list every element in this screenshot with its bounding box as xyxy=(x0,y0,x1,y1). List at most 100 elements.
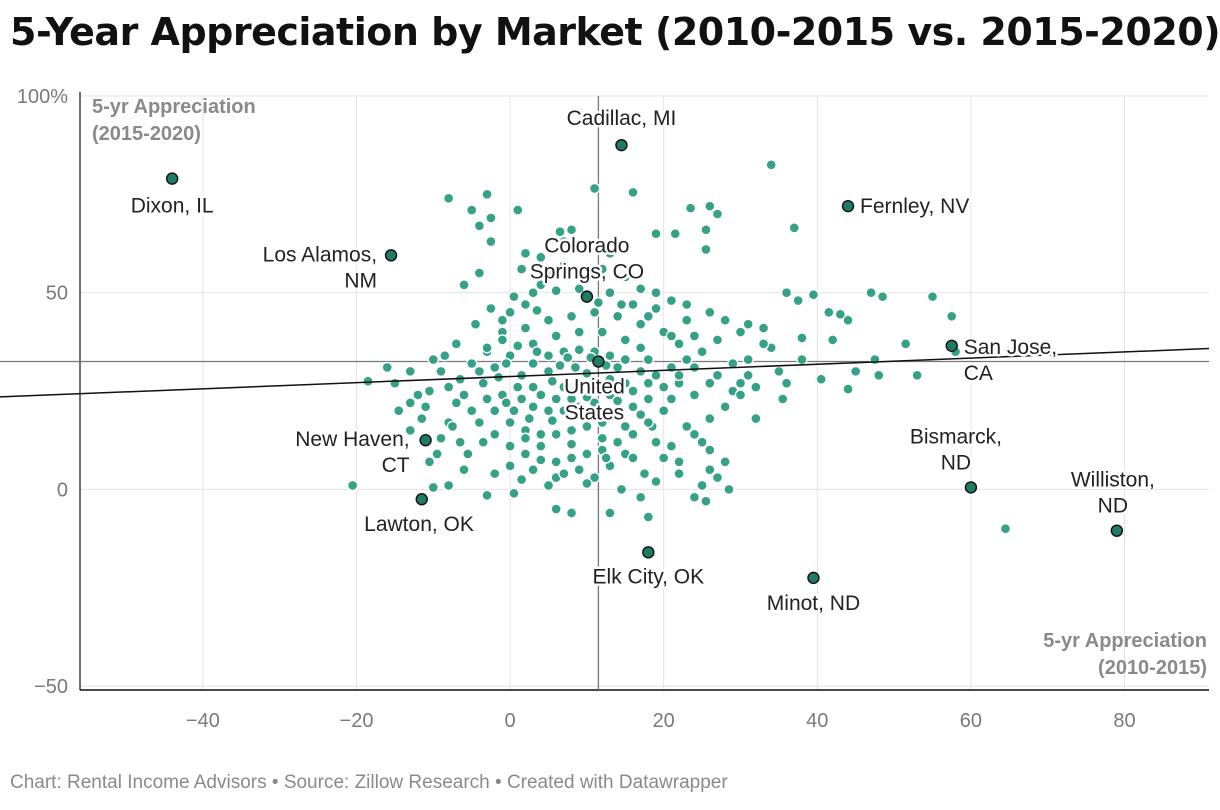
chart-title: 5-Year Appreciation by Market (2010-2015… xyxy=(10,10,1220,54)
scatter-point xyxy=(442,381,455,393)
scatter-point xyxy=(554,359,566,372)
scatter-point xyxy=(527,381,539,393)
scatter-point xyxy=(527,286,539,299)
scatter-point xyxy=(627,452,639,464)
scatter-point xyxy=(581,448,593,460)
scatter-point xyxy=(485,235,497,248)
point-label: Cadillac, MI xyxy=(567,107,677,130)
scatter-point xyxy=(611,408,624,421)
scatter-point xyxy=(684,202,697,214)
axis-notes: 5-yr Appreciation (2015-2020) 5-yr Appreci… xyxy=(92,96,1207,679)
scatter-point xyxy=(911,369,923,381)
scatter-point xyxy=(658,381,670,393)
scatter-point xyxy=(519,322,532,334)
scatter-point xyxy=(542,314,555,326)
scatter-point xyxy=(734,389,747,401)
scatter-point xyxy=(619,334,631,346)
highlighted-point xyxy=(165,172,179,185)
scatter-point xyxy=(604,349,616,362)
scatter-point xyxy=(573,267,585,279)
scatter-point xyxy=(619,420,631,433)
scatter-point xyxy=(850,365,862,378)
scatter-point xyxy=(704,306,716,319)
scatter-point xyxy=(481,342,493,354)
scatter-point xyxy=(527,401,539,413)
scatter-point xyxy=(581,420,593,433)
scatter-point xyxy=(834,308,847,321)
scatter-point xyxy=(489,361,501,374)
scatter-point xyxy=(865,286,877,299)
y-tick-label: −50 xyxy=(34,676,68,698)
scatter-point xyxy=(465,405,478,417)
scatter-point xyxy=(711,369,724,381)
scatter-point xyxy=(558,381,570,393)
trend-line-group xyxy=(0,347,1210,398)
scatter-point xyxy=(765,159,777,171)
point-label: ND xyxy=(1098,495,1128,518)
scatter-point xyxy=(588,397,601,409)
scatter-point xyxy=(550,503,562,515)
scatter-point xyxy=(477,377,489,389)
scatter-point xyxy=(688,428,701,441)
scatter-point xyxy=(807,288,820,301)
point-label: Fernley, NV xyxy=(860,195,969,218)
scatter-point xyxy=(535,428,547,441)
scatter-point xyxy=(634,318,647,330)
scatter-point xyxy=(634,283,647,295)
scatter-point xyxy=(777,393,789,405)
scatter-point xyxy=(454,436,466,448)
scatter-point xyxy=(681,353,693,366)
scatter-point xyxy=(542,267,555,279)
scatter-point xyxy=(681,298,693,311)
scatter-point xyxy=(688,361,701,374)
point-label: Williston, xyxy=(1071,469,1155,492)
point-label: Minot, ND xyxy=(767,592,860,615)
scatter-point xyxy=(561,351,574,364)
scatter-point xyxy=(615,298,628,311)
scatter-point xyxy=(642,377,655,389)
point-label: Elk City, OK xyxy=(593,565,705,588)
scatter-point xyxy=(596,326,608,338)
scatter-point xyxy=(473,365,486,378)
scatter-point xyxy=(899,338,912,350)
scatter-point xyxy=(535,440,547,452)
scatter-point xyxy=(650,475,662,488)
scatter-point xyxy=(642,353,655,366)
scatter-point xyxy=(588,381,601,393)
scatter-point xyxy=(873,369,885,381)
scatter-point xyxy=(604,373,616,385)
scatter-point xyxy=(634,491,647,503)
scatter-point xyxy=(681,314,693,326)
scatter-point xyxy=(696,479,708,492)
point-label: CA xyxy=(964,362,993,385)
scatter-point xyxy=(542,365,555,378)
scatter-point xyxy=(611,395,624,407)
scatter-point xyxy=(389,377,401,389)
scatter-point xyxy=(581,391,593,403)
scatter-point xyxy=(650,436,662,448)
point-label: New Haven, xyxy=(295,428,409,451)
point-label: Springs, CO xyxy=(530,261,644,284)
scatter-point xyxy=(565,507,578,519)
scatter-point xyxy=(627,401,639,413)
scatter-point xyxy=(573,344,585,356)
scatter-point xyxy=(542,405,555,417)
scatter-point xyxy=(826,334,839,346)
highlighted-point xyxy=(615,138,628,152)
highlighted-point xyxy=(1110,524,1124,537)
trend-line xyxy=(0,347,1210,398)
highlighted-point xyxy=(592,355,605,368)
scatter-point xyxy=(658,452,670,464)
scatter-point xyxy=(515,263,528,275)
scatter-point xyxy=(481,489,493,501)
scatter-point xyxy=(381,361,393,374)
scatter-point xyxy=(704,464,716,476)
scatter-point xyxy=(642,393,655,405)
scatter-point xyxy=(477,436,489,448)
x-tick-label: −40 xyxy=(186,710,220,732)
scatter-plot: −40 −20 0 20 40 60 80 −50 0 50 100% Cadillac, MI D… xyxy=(0,86,1210,732)
scatter-point xyxy=(665,440,678,452)
scatter-point xyxy=(650,227,662,240)
scatter-point xyxy=(669,227,681,240)
scatter-point xyxy=(565,224,578,236)
